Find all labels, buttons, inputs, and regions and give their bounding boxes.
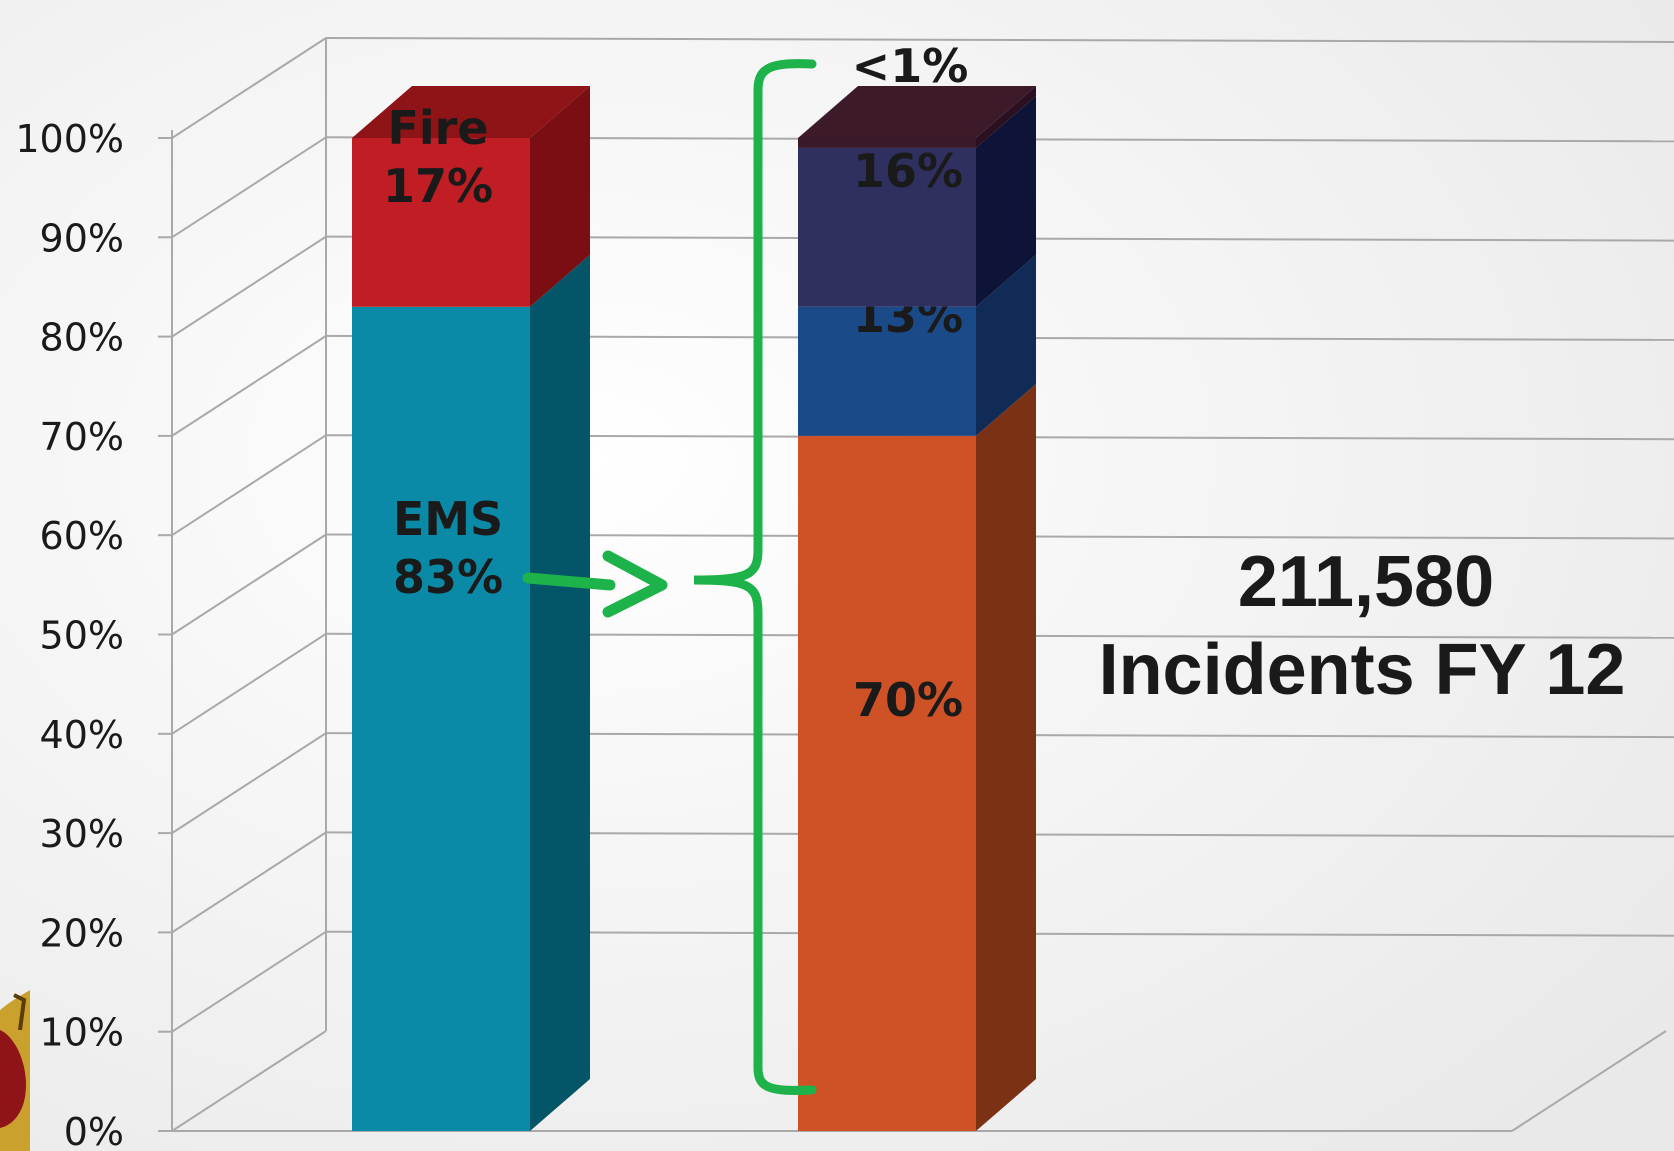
- bar-segment-side: [530, 86, 590, 307]
- bar-segment: [798, 306, 976, 436]
- segment-value-label: <1%: [852, 39, 969, 93]
- gridline-diagonal: [171, 632, 327, 735]
- arrow-shaft: [522, 572, 616, 591]
- gridline-diagonal: [171, 732, 327, 834]
- gridline-diagonal: [171, 533, 327, 636]
- gridline-diagonal: [171, 136, 327, 239]
- bar-segment-side: [976, 254, 1036, 436]
- segment-value-label: 70%: [853, 673, 963, 727]
- badge-logo-icon: [0, 990, 30, 1151]
- y-tick-label: 20%: [40, 911, 124, 955]
- y-tick-label: 80%: [40, 316, 124, 360]
- bar-segment: [798, 138, 976, 148]
- y-tick-label: 30%: [40, 812, 124, 856]
- y-tick-label: 40%: [40, 713, 124, 757]
- y-tick-label: 50%: [40, 614, 124, 658]
- incident-count: 211,580: [1238, 542, 1494, 622]
- y-tick-label: 90%: [40, 216, 124, 260]
- incident-caption: Incidents FY 12: [1099, 630, 1626, 710]
- segment-category-label: Fire: [387, 101, 488, 155]
- segment-value-label: 16%: [853, 144, 963, 198]
- bar-segment-side: [976, 86, 1036, 148]
- gridline-diagonal: [171, 37, 327, 139]
- y-tick-label: 60%: [40, 514, 124, 558]
- gridline-diagonal: [171, 335, 327, 437]
- y-tick-label: 10%: [40, 1011, 124, 1055]
- gridline-horizontal: [325, 37, 1674, 43]
- bar-segment: [798, 147, 976, 307]
- bar-segment-side: [976, 95, 1036, 307]
- gridline-diagonal: [171, 1030, 327, 1132]
- y-tick-label: 100%: [15, 117, 124, 161]
- bar-segment: [352, 306, 530, 1131]
- y-axis-ticks: 0% 10% 20% 30% 40% 50% 60% 70% 80% 90% 100%: [15, 117, 124, 1151]
- bar-segment: [352, 138, 530, 307]
- gridline-diagonal: [171, 930, 327, 1033]
- segment-value-label: 17%: [383, 159, 493, 213]
- curly-brace-icon: [693, 59, 817, 1095]
- gridline-diagonal: [171, 235, 327, 338]
- annotations-layer: 211,580 Incidents FY 12: [522, 59, 1626, 1095]
- y-tick-label: 0%: [64, 1110, 124, 1151]
- bar-top-face: [352, 86, 590, 138]
- bar-top-face: [798, 86, 1036, 138]
- y-tick-label: 70%: [40, 415, 124, 459]
- gridline-diagonal: [171, 831, 327, 934]
- bar-segment-side: [976, 383, 1036, 1131]
- segment-value-label: 83%: [393, 550, 503, 604]
- arrow-head-icon: [602, 550, 668, 618]
- bar-segment: [798, 435, 976, 1131]
- floor-right-edge: [1511, 1030, 1667, 1132]
- segment-category-label: EMS: [393, 492, 503, 546]
- bar-segment-side: [530, 254, 590, 1131]
- gridline-diagonal: [171, 434, 327, 537]
